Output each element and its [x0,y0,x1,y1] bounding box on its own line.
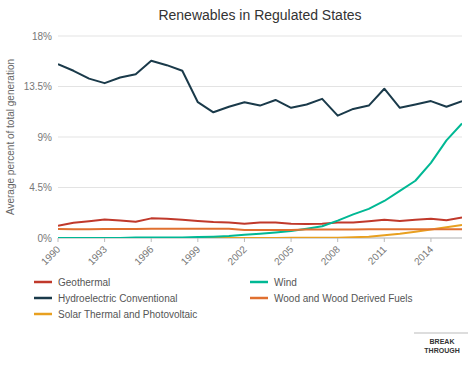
y-tick-label: 9% [38,132,53,143]
title: Renewables in Regulated States [158,7,361,23]
legend-swatch [34,281,52,284]
y-tick-label: 13.5% [24,81,52,92]
grid-line [58,86,462,87]
x-tick [291,238,292,242]
grid [58,36,462,238]
x-tick [337,238,338,242]
series-line [58,124,462,238]
legend-swatch [34,313,52,316]
x-tick-label: 2011 [366,243,389,266]
x-tick [151,238,152,242]
legend-label: Hydroelectric Conventional [58,293,178,304]
y-axis-label: Average percent of total generation [5,59,16,215]
x-tick-label: 2005 [272,243,296,267]
series-line [58,61,462,116]
legend-swatch [250,281,268,284]
chart: Renewables in Regulated States Average pe… [0,0,474,366]
x-tick-label: 1996 [132,243,156,267]
y-tick-label: 0% [38,233,53,244]
x-tick [430,238,431,242]
grid-line [58,187,462,188]
x-tick-label: 1993 [86,243,110,267]
x-tick-label: 1999 [179,243,203,267]
grid-line [58,36,462,37]
legend-label: Solar Thermal and Photovoltaic [58,309,197,320]
legend-label: Wood and Wood Derived Fuels [274,293,413,304]
x-tick-label: 2008 [319,243,343,267]
x-tick [197,238,198,242]
y-tick-label: 4.5% [29,182,52,193]
legend-label: Geothermal [58,277,110,288]
x-tick [58,238,59,242]
grid-line [58,137,462,138]
annotation: BREAK THROUGH [424,338,459,354]
x-tick [104,238,105,242]
legend-label: Wind [274,277,297,288]
x-tick-label: 2014 [412,243,436,267]
legend: Geothermal Hydroelectric Conventional Sola… [34,277,413,320]
annotation-line: THROUGH [424,347,459,354]
series-line [58,225,462,238]
legend-swatch [250,297,268,300]
x-tick-label: 2002 [225,243,249,267]
annotation-line: BREAK [430,338,455,345]
legend-swatch [34,297,52,300]
x-tick [384,238,385,242]
series-line [58,218,462,226]
y-tick-label: 18% [32,31,52,42]
logo-divider [414,333,468,334]
lines [58,61,462,238]
x-tick-label: 1990 [39,243,63,267]
series-line [58,229,462,230]
x-tick [244,238,245,242]
